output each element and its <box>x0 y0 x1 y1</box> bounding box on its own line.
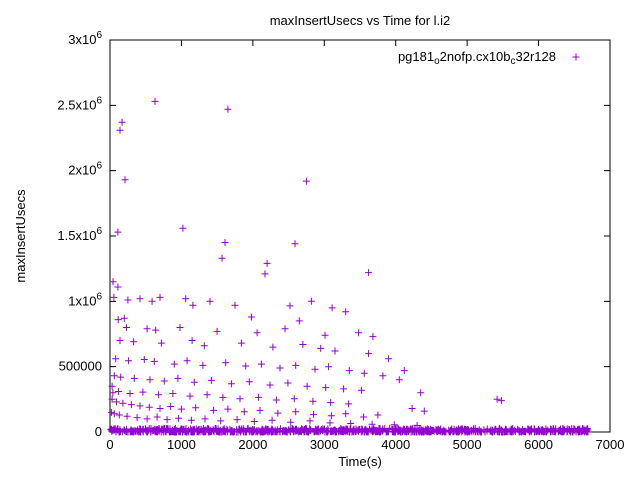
svg-text:3x106: 3x106 <box>68 30 102 47</box>
legend: pg181o2nofp.cx10bc32r128 <box>398 49 580 67</box>
plot-border <box>109 39 611 433</box>
svg-text:pg181o2nofp.cx10bc32r128: pg181o2nofp.cx10bc32r128 <box>398 49 556 67</box>
data-points <box>107 97 592 436</box>
svg-text:0: 0 <box>106 437 113 452</box>
chart-title: maxInsertUsecs vs Time for l.i2 <box>270 13 451 28</box>
svg-text:1x106: 1x106 <box>68 291 102 308</box>
svg-text:1.5x106: 1.5x106 <box>57 226 102 243</box>
svg-text:3000: 3000 <box>310 437 339 452</box>
svg-text:1000: 1000 <box>167 437 196 452</box>
axis-tick-labels: 0 1000 2000 3000 4000 5000 6000 7000 0 500000 1x10… <box>57 30 624 452</box>
svg-text:2.5x106: 2.5x106 <box>57 95 102 112</box>
svg-text:5000: 5000 <box>453 437 482 452</box>
x-axis-label: Time(s) <box>338 454 382 469</box>
svg-text:2x106: 2x106 <box>68 161 102 178</box>
svg-text:2000: 2000 <box>238 437 267 452</box>
svg-text:4000: 4000 <box>381 437 410 452</box>
svg-text:0: 0 <box>95 424 102 439</box>
svg-text:500000: 500000 <box>59 359 102 374</box>
svg-text:7000: 7000 <box>596 437 625 452</box>
svg-text:6000: 6000 <box>524 437 553 452</box>
y-axis-label: maxInsertUsecs <box>13 189 28 283</box>
axis-ticks <box>109 39 611 433</box>
